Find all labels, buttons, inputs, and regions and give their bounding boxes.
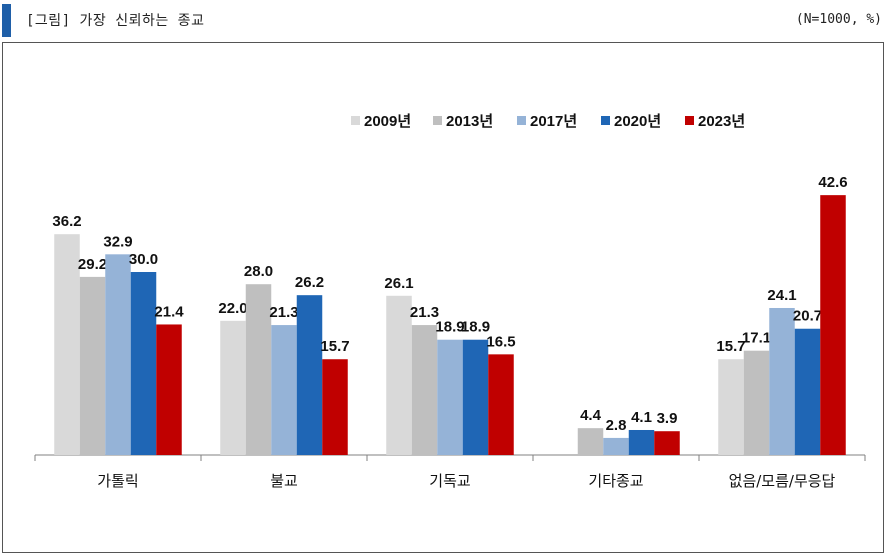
bar <box>488 354 514 455</box>
data-label: 26.1 <box>384 275 413 292</box>
legend-label: 2009년 <box>364 113 411 130</box>
data-label: 20.7 <box>793 308 822 325</box>
category-label: 가톨릭 <box>97 472 138 490</box>
legend-swatch <box>601 116 610 125</box>
bar <box>296 295 323 455</box>
bar <box>54 234 80 455</box>
bar <box>577 428 604 455</box>
bar <box>462 339 489 455</box>
bar <box>743 350 770 455</box>
data-label: 29.2 <box>78 256 107 273</box>
data-label: 18.9 <box>461 319 490 336</box>
bar <box>654 431 680 455</box>
data-label: 4.1 <box>631 409 652 426</box>
data-label: 18.9 <box>435 319 464 336</box>
data-label: 28.0 <box>244 263 273 280</box>
data-label: 3.9 <box>657 410 678 427</box>
chart-frame: 36.2 29.2 32.9 30.0 21.4 가톨릭 22.0 28.0 21.3 26.2 1… <box>2 42 884 553</box>
category-label: 기타종교 <box>588 472 643 490</box>
bar <box>105 254 131 455</box>
data-label: 36.2 <box>52 213 81 230</box>
figure-title: [그림] 가장 신뢰하는 종교 <box>26 13 205 29</box>
bar <box>156 324 182 455</box>
bar <box>79 276 106 455</box>
legend-swatch <box>351 116 360 125</box>
figure-header: [그림] 가장 신뢰하는 종교 (N=1000, %) <box>0 0 890 38</box>
category-label: 불교 <box>270 472 298 490</box>
bar <box>245 284 272 455</box>
bar <box>130 272 157 455</box>
bar <box>820 195 846 455</box>
bar-chart: 36.2 29.2 32.930.0 21.4 가톨릭 22.0 28.0 21.3 26.2 1… <box>34 113 866 490</box>
bar <box>437 339 463 455</box>
data-label: 24.1 <box>767 287 796 304</box>
legend-label: 2023년 <box>698 113 745 130</box>
data-label: 21.4 <box>154 303 184 320</box>
data-label: 32.9 <box>103 233 132 250</box>
bar <box>386 295 412 455</box>
category-label: 기독교 <box>429 472 470 490</box>
unit-label: (N=1000, %) <box>795 12 882 27</box>
data-label: 2.8 <box>606 417 627 434</box>
data-label: 15.7 <box>716 338 745 355</box>
category-label: 없음/모름/무응답 <box>729 472 836 490</box>
data-label: 30.0 <box>129 251 158 268</box>
data-label: 4.4 <box>580 407 602 424</box>
legend-label: 2020년 <box>614 113 661 130</box>
bar <box>769 307 795 455</box>
data-label: 15.7 <box>320 338 349 355</box>
bar <box>271 325 297 455</box>
data-label: 17.1 <box>742 330 771 347</box>
bar <box>794 328 821 455</box>
bar <box>603 437 629 455</box>
data-label: 16.5 <box>486 333 515 350</box>
bar <box>220 320 246 455</box>
legend-swatch <box>433 116 442 125</box>
bar <box>411 325 438 455</box>
legend-label: 2017년 <box>530 113 577 130</box>
data-label: 21.3 <box>269 304 298 321</box>
bar <box>322 359 348 455</box>
bar <box>628 429 655 455</box>
title-accent-bar <box>2 4 11 37</box>
legend-swatch <box>517 116 526 125</box>
legend-swatch <box>685 116 694 125</box>
legend-label: 2013년 <box>446 113 493 130</box>
data-label: 22.0 <box>218 300 247 317</box>
data-label: 26.2 <box>295 274 324 291</box>
data-label: 42.6 <box>818 174 847 191</box>
bar <box>718 359 744 455</box>
data-label: 21.3 <box>410 304 439 321</box>
